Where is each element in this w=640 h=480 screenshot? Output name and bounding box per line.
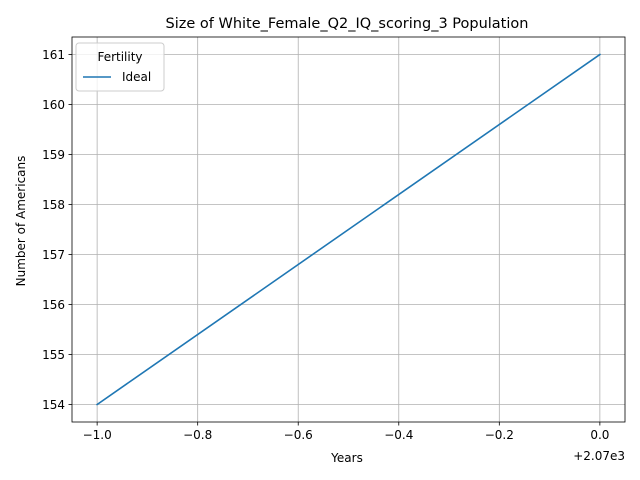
x-tick-label: −0.6	[284, 428, 313, 442]
series-line-ideal	[96, 53, 601, 406]
legend-label-ideal: Ideal	[122, 70, 151, 84]
x-tick-label: −0.8	[183, 428, 212, 442]
x-axis-offset-label: +2.07e3	[573, 449, 625, 463]
plot-frame	[71, 36, 626, 423]
legend-box	[75, 42, 165, 92]
y-tick-label: 159	[42, 148, 65, 162]
x-tick-label: −1.0	[83, 428, 112, 442]
y-tick-label: 160	[42, 98, 65, 112]
series-layer	[96, 53, 601, 406]
legend-title: Fertility	[97, 50, 142, 64]
y-tick-label: 155	[42, 348, 65, 362]
y-tick-label: 158	[42, 198, 65, 212]
grid-lines	[72, 37, 625, 422]
chart-title: Size of White_Female_Q2_IQ_scoring_3 Pop…	[166, 16, 529, 32]
y-tick-label: 161	[42, 48, 65, 62]
x-axis-label: Years	[330, 451, 363, 465]
y-tick-label: 156	[42, 298, 65, 312]
x-tick-label: −0.4	[384, 428, 413, 442]
legend: Fertility Ideal	[75, 42, 165, 92]
y-axis-label: Number of Americans	[14, 156, 28, 287]
y-tick-label: 154	[42, 398, 65, 412]
x-axis-ticks: −1.0 −0.8 −0.6 −0.4 −0.2 0.0	[83, 422, 609, 442]
y-tick-label: 157	[42, 248, 65, 262]
x-tick-label: 0.0	[590, 428, 609, 442]
x-tick-label: −0.2	[485, 428, 514, 442]
y-axis-ticks: 154 155 156 157 158 159 160 161	[42, 48, 72, 412]
